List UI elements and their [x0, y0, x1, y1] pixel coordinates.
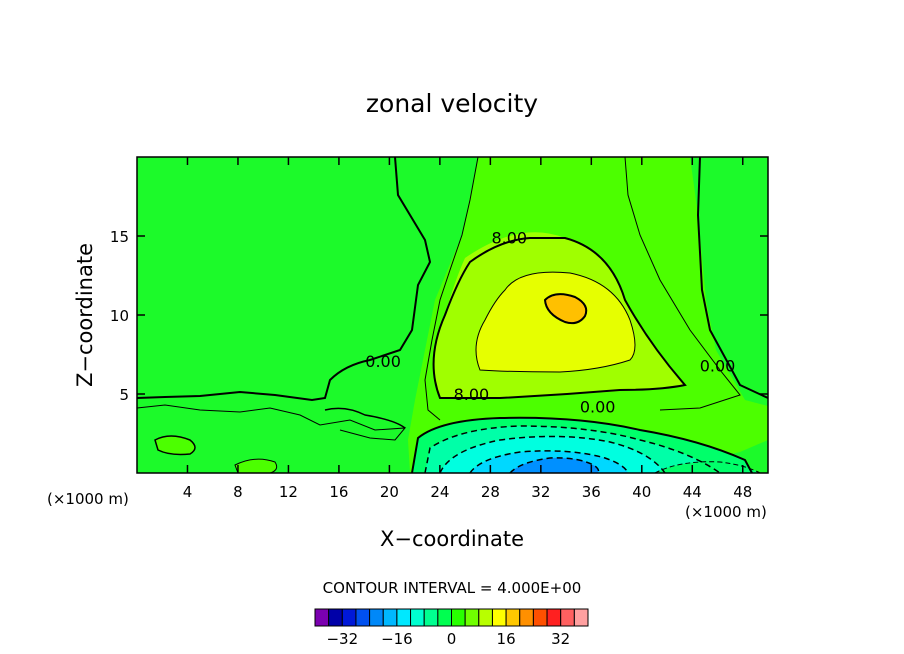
x-tick-label: 20 [380, 483, 399, 501]
contour-interval-label: CONTOUR INTERVAL = 4.000E+00 [323, 579, 582, 597]
colorbar-cell [396, 608, 412, 627]
colorbar-cell [314, 608, 330, 627]
x-unit-right: (×1000 m) [685, 503, 767, 521]
colorbar-cell [573, 608, 589, 627]
y-tick-label: 5 [119, 386, 129, 404]
contour-label: 8.00 [454, 385, 490, 404]
x-tick-label: 44 [683, 483, 702, 501]
x-tick-label: 12 [279, 483, 298, 501]
y-tick-label: 10 [110, 307, 129, 325]
colorbar-tick-label: −16 [381, 630, 413, 648]
contour-zero-left [137, 157, 432, 402]
x-tick-label: 48 [733, 483, 752, 501]
x-tick-label: 32 [531, 483, 550, 501]
field-region-jet-max [476, 272, 635, 372]
y-axis: 5 10 15 [110, 228, 768, 404]
colorbar-cell [328, 608, 343, 627]
contour-twelve [475, 271, 636, 373]
contour-labels: 8.00 0.00 8.00 0.00 0.00 [365, 229, 735, 417]
colorbar-cell [382, 608, 398, 627]
colorbar-cell [464, 608, 480, 627]
x-axis-label: X−coordinate [380, 527, 524, 551]
field-blob-surface-neg [654, 461, 761, 473]
contour-neg-8 [439, 435, 666, 473]
colorbar-cell [355, 608, 371, 627]
contour-label: 0.00 [700, 357, 736, 376]
colorbar-tick-label: −32 [326, 630, 358, 648]
contour-four-left [424, 157, 479, 421]
colorbar-cell [546, 608, 562, 627]
contour-label: 8.00 [491, 229, 527, 248]
colorbar-cell [410, 608, 425, 627]
contour-eight [432, 237, 687, 399]
colorbar-cell [369, 608, 384, 627]
colorbar-cell [451, 608, 466, 627]
contour-label: 0.00 [580, 398, 616, 417]
contour-neg-16 [509, 457, 600, 473]
chart-title: zonal velocity [366, 89, 538, 118]
colorbar-tick-label: 16 [497, 630, 516, 648]
colorbar-cell [505, 608, 521, 627]
colorbar-cell [519, 608, 534, 627]
y-tick-label: 15 [110, 228, 129, 246]
contour-neg-12 [469, 450, 629, 473]
colorbar-ticks: −32 −16 0 16 32 [326, 630, 570, 648]
x-tick-label: 36 [582, 483, 601, 501]
x-tick-label: 24 [430, 483, 449, 501]
colorbar-cell [478, 608, 493, 627]
colorbar-tick-label: 0 [447, 630, 457, 648]
colorbar-cell [491, 608, 507, 627]
contour-sixteen [543, 293, 588, 325]
contour-label: 0.00 [365, 352, 401, 371]
field-blob-left-1 [154, 435, 196, 456]
x-tick-label: 8 [233, 483, 243, 501]
contour-lower-left [137, 404, 407, 441]
x-tick-label: 40 [632, 483, 651, 501]
contour-neg-4 [424, 425, 721, 473]
colorbar-cell [560, 608, 575, 627]
x-unit-left: (×1000 m) [47, 490, 129, 508]
contour-zero-surface [411, 416, 753, 473]
y-axis-label: Z−coordinate [73, 243, 97, 387]
x-tick-label: 16 [329, 483, 348, 501]
x-axis: 4 8 12 16 20 24 28 32 36 40 44 48 [183, 157, 752, 501]
colorbar-cell [341, 608, 357, 627]
colorbar-tick-label: 32 [551, 630, 570, 648]
contour-zero-right [696, 157, 768, 399]
x-tick-label: 28 [481, 483, 500, 501]
contour-lower-left-2 [324, 407, 406, 429]
colorbar-cell [423, 608, 439, 627]
colorbar-cell [437, 608, 453, 627]
colorbar-cell [532, 608, 548, 627]
contour-four-right [624, 157, 741, 411]
x-tick-label: 4 [183, 483, 193, 501]
plot-area: 8.00 0.00 8.00 0.00 0.00 [136, 156, 769, 474]
colorbar [314, 608, 589, 627]
